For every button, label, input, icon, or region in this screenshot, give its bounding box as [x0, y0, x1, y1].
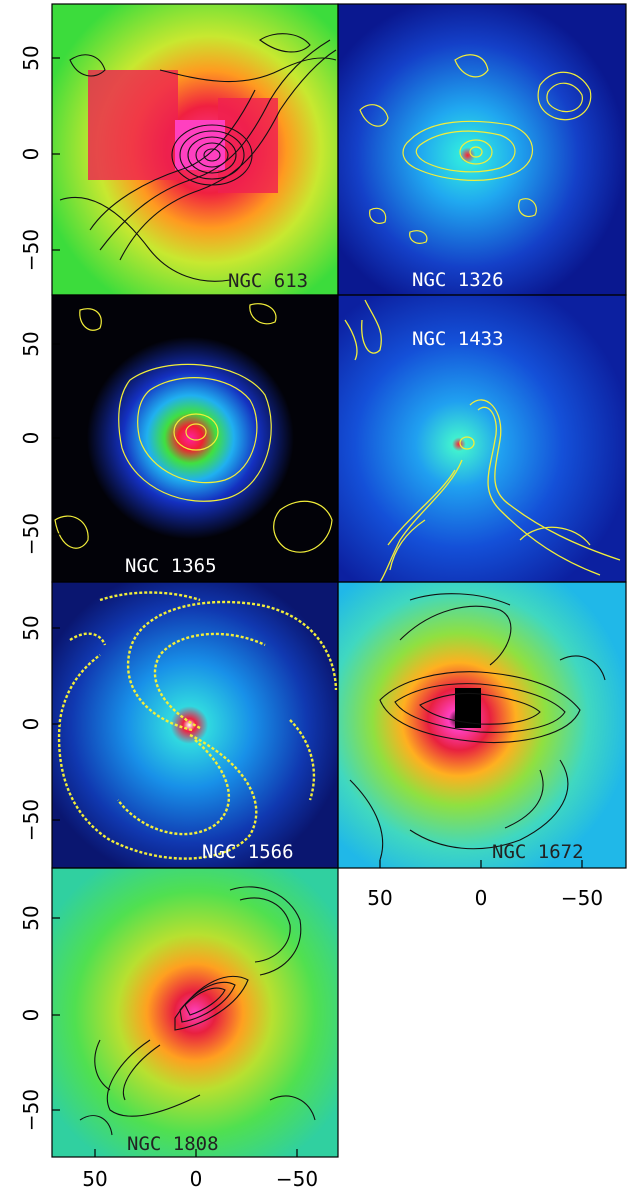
left-tick-label: 0 — [19, 1009, 43, 1022]
panel-title-ngc613: NGC 613 — [228, 270, 308, 292]
contours-ngc1365 — [54, 303, 333, 553]
left-tick-label: −50 — [19, 1089, 43, 1131]
panel-title-ngc1672: NGC 1672 — [492, 841, 584, 863]
left-axis-row1: 50 0 −50 — [19, 45, 43, 271]
left-tick-label: 50 — [19, 615, 43, 640]
bottom-tick-label: 0 — [475, 886, 488, 910]
contours-ngc1433 — [344, 299, 621, 583]
bottom-axis-right: 50 0 −50 — [367, 886, 603, 910]
left-ticks — [52, 57, 60, 1111]
left-tick-label: −50 — [19, 799, 43, 841]
left-tick-label: 50 — [19, 905, 43, 930]
panel-ngc1365: NGC 1365 — [52, 295, 338, 582]
left-tick-label: 0 — [19, 718, 43, 731]
bottom-tick-label: 50 — [367, 886, 392, 910]
contours-ngc1808 — [79, 886, 316, 1136]
contours-ngc1672 — [349, 593, 606, 861]
panel-title-ngc1566: NGC 1566 — [202, 841, 294, 863]
left-axis-row4: 50 0 −50 — [19, 905, 43, 1131]
contours-ngc1326 — [359, 54, 592, 244]
left-tick-label: −50 — [19, 513, 43, 555]
bottom-ticks — [94, 860, 583, 1157]
contours-ngc1566 — [57, 591, 338, 860]
left-axis-row3: 50 0 −50 — [19, 615, 43, 841]
panel-ngc1672: NGC 1672 — [338, 582, 626, 868]
left-tick-label: 50 — [19, 331, 43, 356]
contours-ngc613 — [59, 33, 337, 282]
bottom-tick-label: −50 — [561, 886, 603, 910]
panel-frames — [51, 3, 627, 1158]
panel-ngc1433: NGC 1433 — [338, 295, 626, 583]
panel-ngc1326: NGC 1326 — [338, 4, 626, 295]
panel-title-ngc1326: NGC 1326 — [412, 269, 504, 291]
bottom-axis-left: 50 0 −50 — [82, 1167, 318, 1191]
panel-ngc1566: NGC 1566 — [52, 582, 338, 868]
panel-title-ngc1433: NGC 1433 — [412, 328, 504, 350]
left-tick-label: −50 — [19, 229, 43, 271]
bottom-tick-label: 50 — [82, 1167, 107, 1191]
left-tick-label: 0 — [19, 432, 43, 445]
panel-title-ngc1365: NGC 1365 — [125, 555, 217, 577]
panel-title-ngc1808: NGC 1808 — [127, 1133, 219, 1155]
bottom-tick-label: 0 — [190, 1167, 203, 1191]
left-tick-label: 0 — [19, 148, 43, 161]
left-axis-row2: 50 0 −50 — [19, 331, 43, 555]
bottom-tick-label: −50 — [276, 1167, 318, 1191]
left-tick-label: 50 — [19, 45, 43, 70]
panel-ngc613: NGC 613 — [52, 4, 338, 295]
panel-ngc1808: NGC 1808 — [52, 868, 338, 1157]
